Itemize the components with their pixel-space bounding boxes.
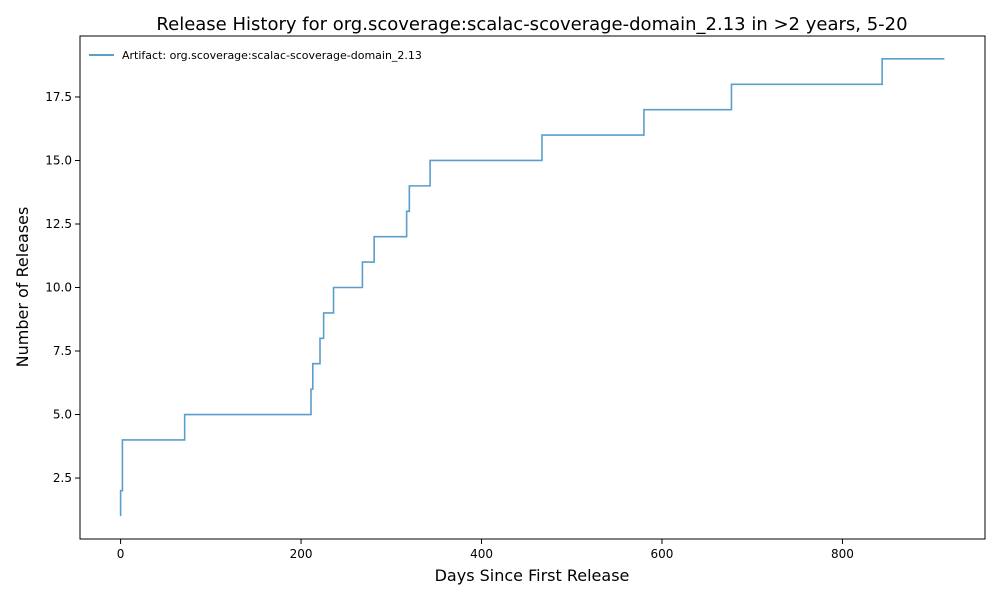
series-line-0: [119, 58, 945, 517]
y-tick-label: 7.5: [53, 344, 72, 358]
y-axis-ticks: 2.5 5.0 7.5 10.0 12.5 15.0 17.5: [45, 90, 80, 485]
legend-label: Artifact: org.scoverage:scalac-scoverage…: [122, 49, 422, 62]
y-tick-label: 2.5: [53, 471, 72, 485]
x-tick-label: 0: [117, 547, 125, 561]
x-tick-label: 600: [651, 547, 674, 561]
y-tick-label: 17.5: [45, 90, 72, 104]
y-axis-label: Number of Releases: [13, 207, 32, 368]
x-tick-label: 800: [831, 547, 854, 561]
y-tick-label: 10.0: [45, 281, 72, 295]
y-tick-label: 12.5: [45, 217, 72, 231]
chart-title: Release History for org.scoverage:scalac…: [156, 14, 907, 35]
plot-area: [119, 58, 945, 517]
x-axis-label: Days Since First Release: [435, 566, 630, 585]
x-axis-ticks: 0 200 400 600 800: [117, 539, 854, 561]
y-tick-label: 15.0: [45, 153, 72, 167]
y-tick-label: 5.0: [53, 408, 72, 422]
x-tick-label: 400: [470, 547, 493, 561]
legend: Artifact: org.scoverage:scalac-scoverage…: [89, 49, 422, 62]
plot-frame: [79, 35, 986, 540]
x-tick-label: 200: [290, 547, 313, 561]
